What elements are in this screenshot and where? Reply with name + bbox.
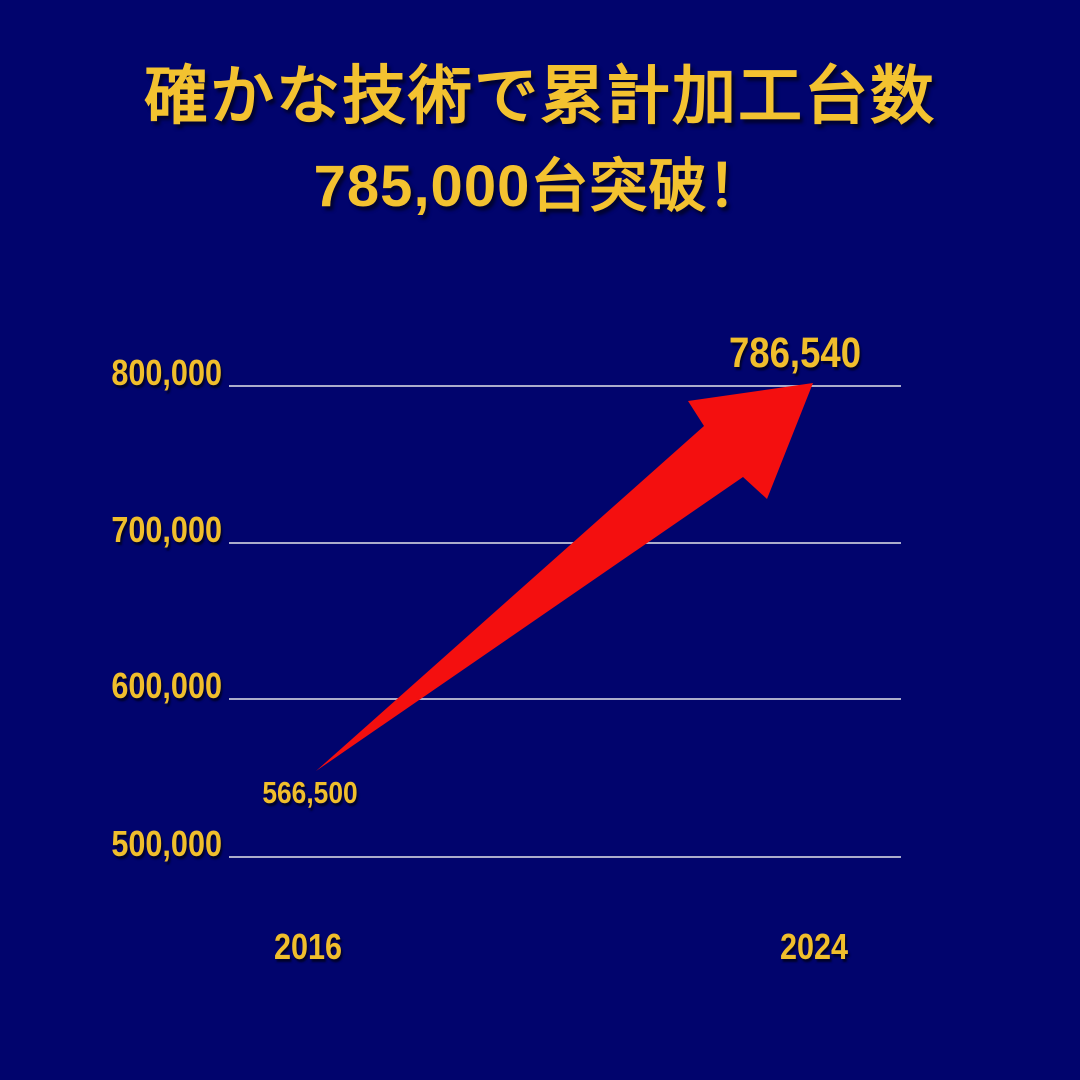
gridline-500000 [229,856,901,858]
start-value-label: 566,500 [262,775,358,810]
gridline-700000 [229,542,901,544]
y-axis-label-500000: 500,000 [111,823,222,864]
trend-arrow-icon [316,383,813,771]
page-title-line-1: 確かな技術で累計加工台数 [144,60,936,132]
gridline-600000 [229,698,901,700]
y-axis-label-800000: 800,000 [111,352,222,393]
end-value-label: 786,540 [728,329,862,377]
y-axis-label-700000: 700,000 [111,509,222,550]
x-axis-label-2024: 2024 [779,926,849,967]
y-axis-label-600000: 600,000 [111,665,222,706]
page-title-line-2: 785,000台突破！ [313,154,767,219]
gridline-800000 [229,385,901,387]
x-axis-label-2016: 2016 [273,926,343,967]
